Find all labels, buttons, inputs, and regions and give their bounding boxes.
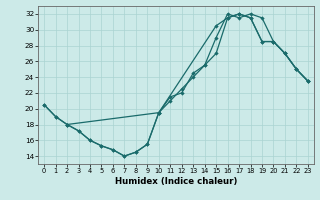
X-axis label: Humidex (Indice chaleur): Humidex (Indice chaleur): [115, 177, 237, 186]
